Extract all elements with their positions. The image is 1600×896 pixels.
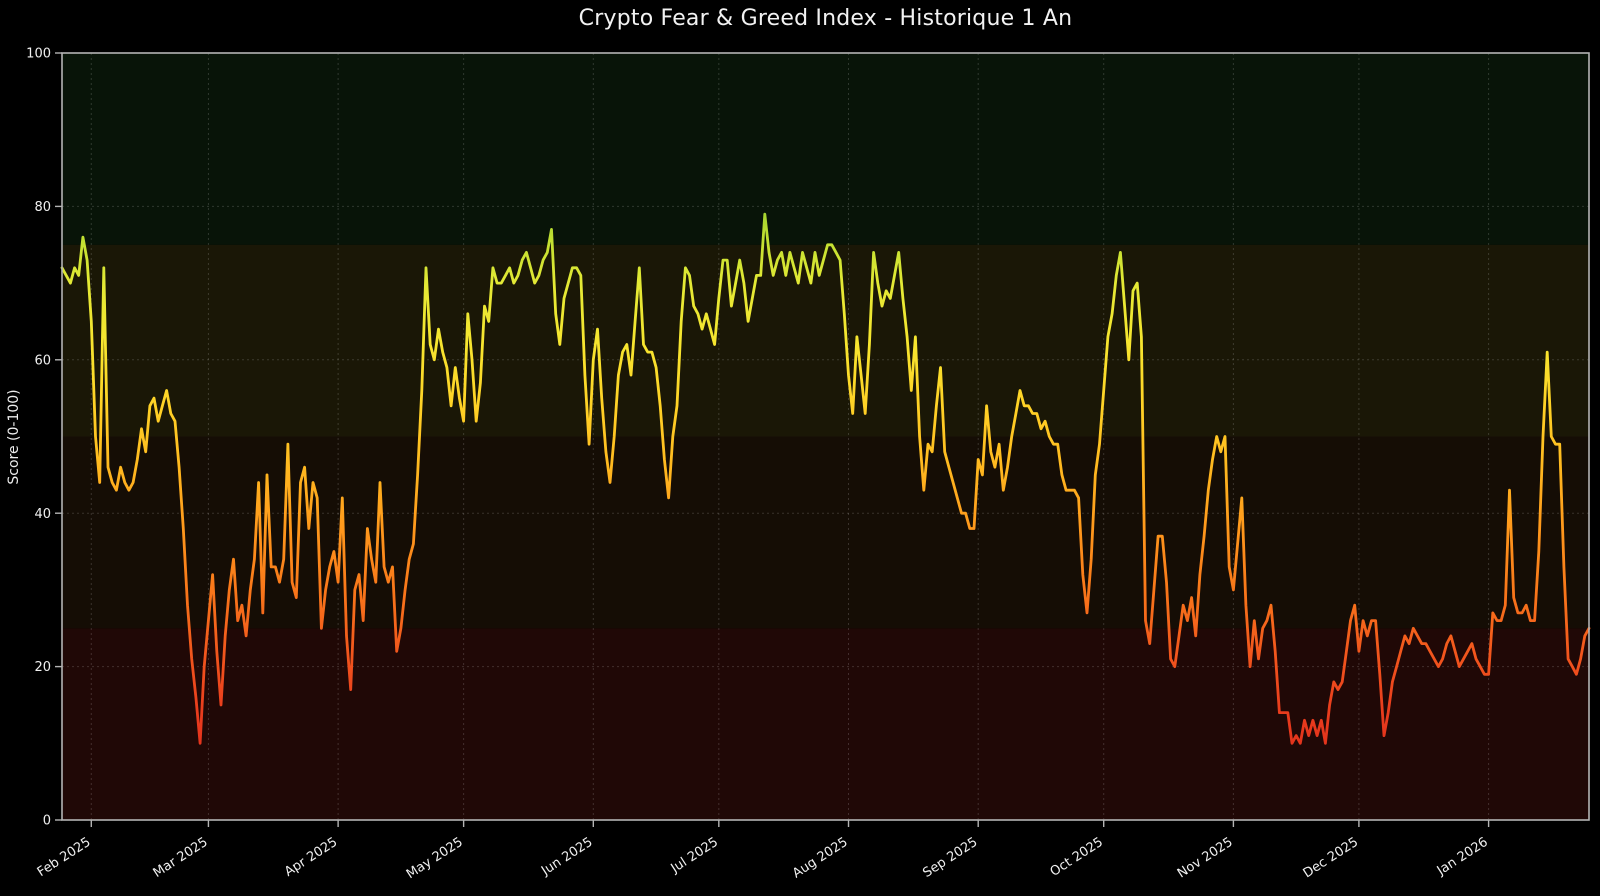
fear-greed-series-line xyxy=(60,212,1591,745)
chart-title: Crypto Fear & Greed Index - Historique 1… xyxy=(578,6,1073,31)
x-tick-label: Jul 2025 xyxy=(668,835,721,877)
y-tick-label: 80 xyxy=(34,200,51,215)
y-tick-label: 60 xyxy=(34,353,51,368)
band-extreme-greed xyxy=(62,53,1589,245)
band-extreme-fear xyxy=(62,628,1589,820)
x-tick-label: Aug 2025 xyxy=(790,835,851,882)
y-axis-label: Score (0-100) xyxy=(6,389,22,485)
x-tick-label: Dec 2025 xyxy=(1301,835,1361,882)
y-tick-label: 0 xyxy=(43,814,51,829)
x-tick-label: Apr 2025 xyxy=(282,835,340,880)
y-tick-label: 40 xyxy=(34,507,51,522)
band-fear xyxy=(62,436,1589,629)
y-tick-label: 100 xyxy=(26,47,51,62)
x-tick-label: Sep 2025 xyxy=(920,835,980,881)
x-tick-label: Oct 2025 xyxy=(1048,835,1106,880)
x-tick-label: Feb 2025 xyxy=(35,835,94,880)
x-tick-label: Jan 2026 xyxy=(1434,835,1491,879)
x-tick-label: Jun 2025 xyxy=(538,835,595,879)
background-bands xyxy=(62,53,1589,820)
axis-ticks xyxy=(55,52,1490,827)
x-tick-label: May 2025 xyxy=(404,835,466,882)
y-tick-label: 20 xyxy=(34,660,51,675)
band-greed xyxy=(62,244,1589,437)
x-tick-label: Mar 2025 xyxy=(151,835,211,881)
axes-spines xyxy=(61,52,1590,821)
x-tick-label: Nov 2025 xyxy=(1175,835,1236,882)
